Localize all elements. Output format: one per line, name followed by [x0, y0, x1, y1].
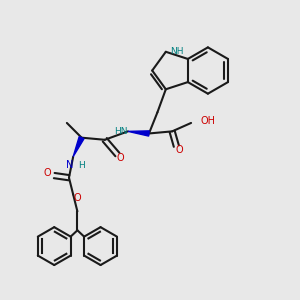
Text: O: O — [117, 153, 124, 163]
Polygon shape — [128, 131, 149, 136]
Text: NH: NH — [170, 47, 184, 56]
Text: OH: OH — [201, 116, 216, 126]
Text: O: O — [74, 193, 81, 203]
Text: H: H — [78, 160, 85, 169]
Text: HN: HN — [114, 127, 127, 136]
Text: N: N — [66, 160, 74, 170]
Text: O: O — [43, 169, 51, 178]
Text: O: O — [176, 145, 183, 155]
Polygon shape — [73, 136, 84, 157]
